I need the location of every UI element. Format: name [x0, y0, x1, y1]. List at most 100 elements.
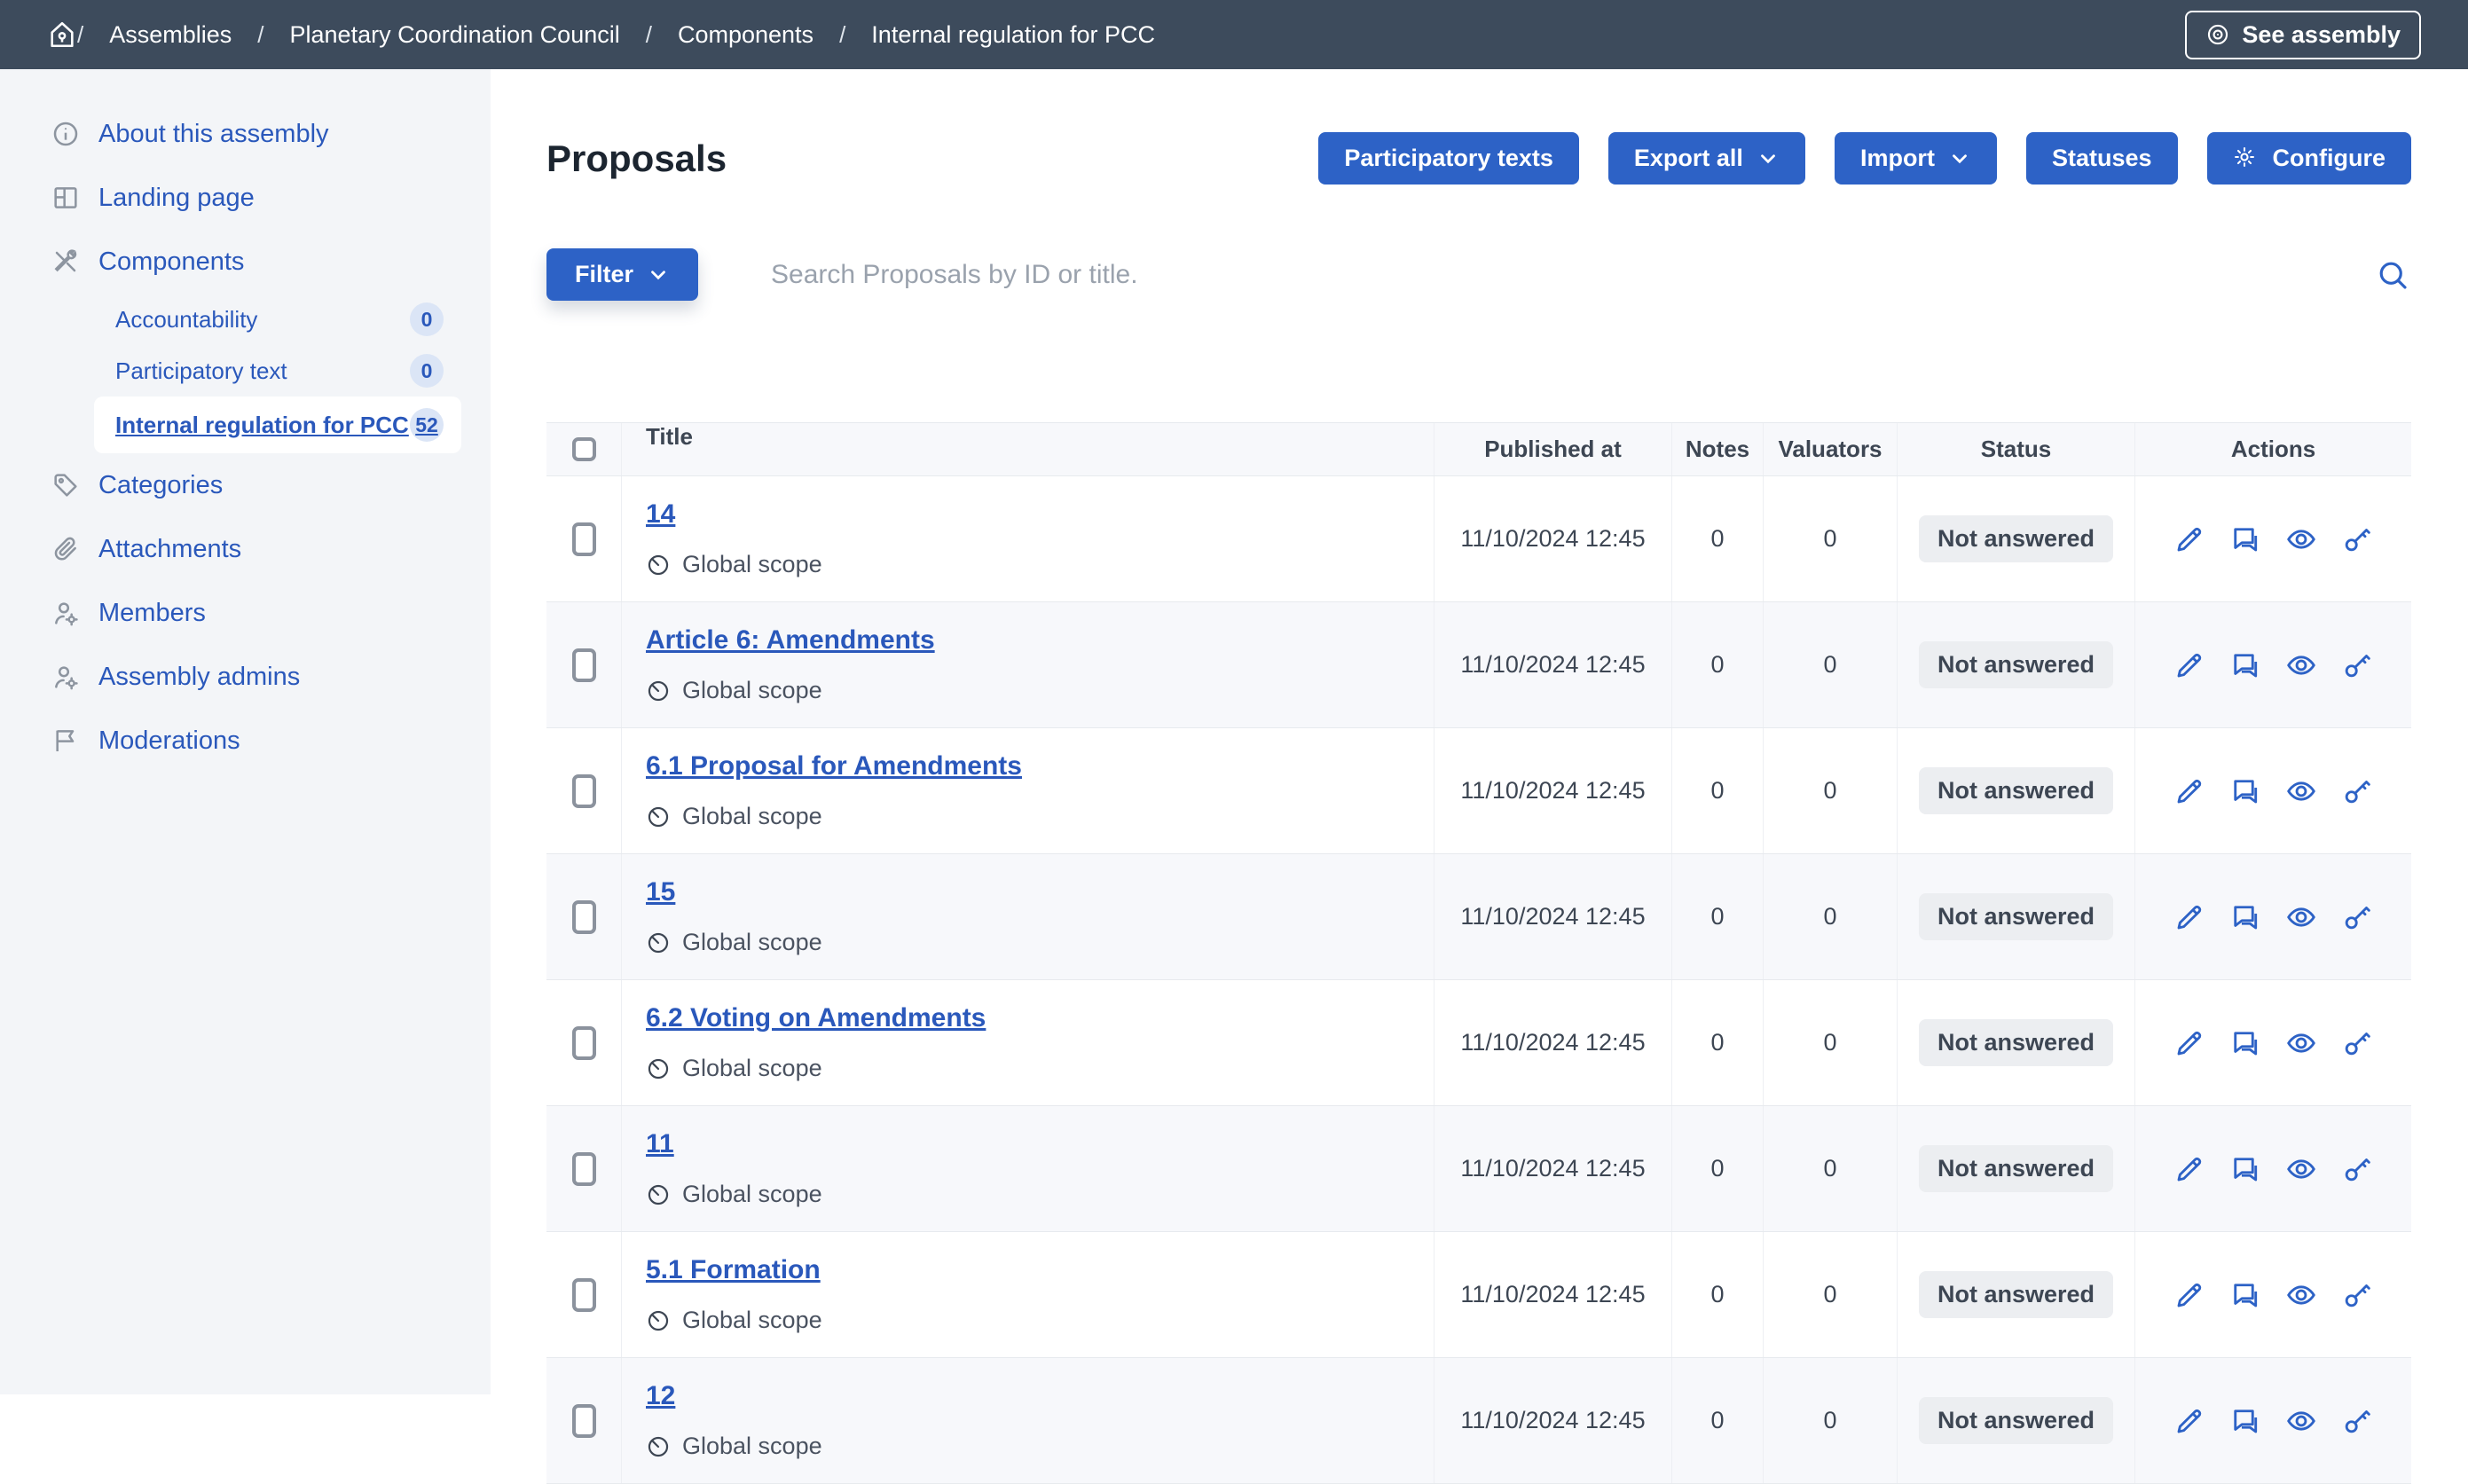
- configure-button[interactable]: Configure: [2206, 132, 2411, 185]
- row-checkbox[interactable]: [571, 1025, 596, 1060]
- published-at-cell: 11/10/2024 12:45: [1434, 1358, 1671, 1483]
- answer-proposal-button[interactable]: [2229, 1027, 2261, 1059]
- sidebar-item-components[interactable]: Components: [0, 230, 491, 294]
- breadcrumb-assemblies[interactable]: Assemblies: [109, 20, 232, 48]
- edit-proposal-button[interactable]: [2173, 523, 2205, 555]
- home-breadcrumb-link[interactable]: [47, 20, 77, 50]
- row-actions: [2173, 901, 2373, 933]
- sidebar-item-attachments[interactable]: Attachments: [0, 517, 491, 581]
- proposal-title-link[interactable]: 15: [646, 877, 676, 907]
- preview-proposal-button[interactable]: [2285, 1027, 2317, 1059]
- row-checkbox[interactable]: [571, 648, 596, 682]
- permissions-proposal-button[interactable]: [2341, 775, 2373, 807]
- column-header-actions: Actions: [2134, 423, 2411, 475]
- eye-icon: [2285, 775, 2317, 807]
- sidebar-item-about[interactable]: About this assembly: [0, 102, 491, 166]
- breadcrumb-components[interactable]: Components: [677, 20, 814, 48]
- sidebar-item-landing-page[interactable]: Landing page: [0, 166, 491, 230]
- statuses-button[interactable]: Statuses: [2025, 132, 2178, 185]
- sidebar-item-members[interactable]: Members: [0, 581, 491, 645]
- eye-icon: [2285, 1027, 2317, 1059]
- sidebar-subitem-internal-regulation[interactable]: Internal regulation for PCC 52: [94, 397, 461, 453]
- proposal-title-link[interactable]: 11: [646, 1129, 674, 1158]
- edit-proposal-button[interactable]: [2173, 901, 2205, 933]
- export-all-button[interactable]: Export all: [1607, 132, 1805, 185]
- permissions-proposal-button[interactable]: [2341, 1027, 2373, 1059]
- proposal-title-link[interactable]: Article 6: Amendments: [646, 625, 935, 655]
- scope-label: Global scope: [682, 1433, 822, 1459]
- edit-proposal-button[interactable]: [2173, 775, 2205, 807]
- proposal-title-link[interactable]: 14: [646, 499, 676, 529]
- permissions-proposal-button[interactable]: [2341, 901, 2373, 933]
- search-input[interactable]: [698, 248, 2374, 301]
- pencil-icon: [2173, 901, 2205, 933]
- proposal-title-link[interactable]: 5.1 Formation: [646, 1255, 821, 1284]
- row-checkbox[interactable]: [571, 1403, 596, 1438]
- sidebar-item-moderations[interactable]: Moderations: [0, 709, 491, 773]
- sidebar-subitem-label: Accountability: [115, 305, 258, 333]
- answer-proposal-button[interactable]: [2229, 649, 2261, 681]
- edit-proposal-button[interactable]: [2173, 1279, 2205, 1311]
- edit-proposal-button[interactable]: [2173, 1405, 2205, 1437]
- global-scope-icon: [646, 805, 671, 829]
- permissions-proposal-button[interactable]: [2341, 523, 2373, 555]
- import-button[interactable]: Import: [1834, 132, 1997, 185]
- permissions-proposal-button[interactable]: [2341, 1279, 2373, 1311]
- edit-proposal-button[interactable]: [2173, 1153, 2205, 1185]
- pencil-icon: [2173, 1153, 2205, 1185]
- preview-proposal-button[interactable]: [2285, 649, 2317, 681]
- sidebar-item-assembly-admins[interactable]: Assembly admins: [0, 645, 491, 709]
- preview-proposal-button[interactable]: [2285, 901, 2317, 933]
- scope-label: Global scope: [682, 803, 822, 829]
- components-subnav: Accountability 0 Participatory text 0 In…: [0, 294, 491, 453]
- answer-proposal-button[interactable]: [2229, 1153, 2261, 1185]
- answer-proposal-button[interactable]: [2229, 1279, 2261, 1311]
- breadcrumb-separator: /: [257, 20, 264, 48]
- answer-proposal-button[interactable]: [2229, 775, 2261, 807]
- answer-proposal-button[interactable]: [2229, 523, 2261, 555]
- key-icon: [2341, 901, 2373, 933]
- permissions-proposal-button[interactable]: [2341, 1405, 2373, 1437]
- answer-proposal-button[interactable]: [2229, 1405, 2261, 1437]
- page-title: Proposals: [546, 137, 727, 179]
- filter-button[interactable]: Filter: [546, 248, 699, 301]
- row-checkbox[interactable]: [571, 773, 596, 808]
- participatory-texts-button[interactable]: Participatory texts: [1318, 132, 1579, 185]
- published-at-cell: 11/10/2024 12:45: [1434, 1232, 1671, 1357]
- sidebar-subitem-participatory-text[interactable]: Participatory text 0: [94, 345, 461, 397]
- proposal-title-link[interactable]: 6.1 Proposal for Amendments: [646, 751, 1022, 781]
- pencil-icon: [2173, 775, 2205, 807]
- breadcrumb-separator: /: [77, 20, 84, 48]
- table-row: 6.1 Proposal for Amendments Global scope…: [546, 728, 2411, 854]
- preview-proposal-button[interactable]: [2285, 523, 2317, 555]
- answer-proposal-button[interactable]: [2229, 901, 2261, 933]
- see-assembly-button[interactable]: See assembly: [2185, 10, 2421, 59]
- valuators-count: 0: [1763, 980, 1897, 1105]
- permissions-proposal-button[interactable]: [2341, 649, 2373, 681]
- row-checkbox[interactable]: [571, 899, 596, 934]
- eye-icon: [2285, 523, 2317, 555]
- edit-proposal-button[interactable]: [2173, 649, 2205, 681]
- button-label: Configure: [2272, 145, 2386, 171]
- breadcrumb-assembly-name[interactable]: Planetary Coordination Council: [289, 20, 620, 48]
- button-label: Export all: [1633, 145, 1743, 171]
- preview-proposal-button[interactable]: [2285, 1153, 2317, 1185]
- preview-proposal-button[interactable]: [2285, 775, 2317, 807]
- gear-icon: [2233, 145, 2260, 172]
- row-checkbox[interactable]: [571, 1151, 596, 1186]
- chevron-down-icon: [647, 263, 670, 287]
- preview-proposal-button[interactable]: [2285, 1279, 2317, 1311]
- proposal-title-link[interactable]: 12: [646, 1381, 676, 1410]
- select-all-checkbox[interactable]: [571, 437, 596, 461]
- permissions-proposal-button[interactable]: [2341, 1153, 2373, 1185]
- breadcrumb-current-component[interactable]: Internal regulation for PCC: [871, 20, 1155, 48]
- row-checkbox[interactable]: [571, 522, 596, 556]
- global-scope-icon: [646, 679, 671, 703]
- row-checkbox[interactable]: [571, 1277, 596, 1312]
- proposal-title-link[interactable]: 6.2 Voting on Amendments: [646, 1003, 986, 1033]
- search-button[interactable]: [2374, 256, 2411, 294]
- edit-proposal-button[interactable]: [2173, 1027, 2205, 1059]
- preview-proposal-button[interactable]: [2285, 1405, 2317, 1437]
- sidebar-subitem-accountability[interactable]: Accountability 0: [94, 294, 461, 345]
- sidebar-item-categories[interactable]: Categories: [0, 453, 491, 517]
